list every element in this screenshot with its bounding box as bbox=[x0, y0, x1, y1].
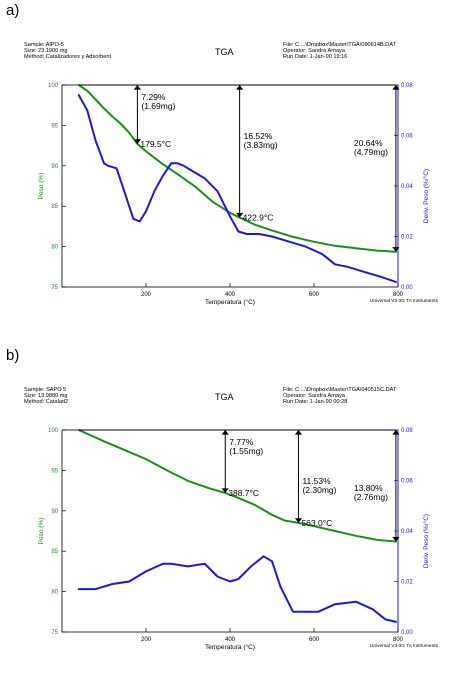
x-tick-label: 800 bbox=[393, 292, 404, 298]
file-info: File: C:...\Dropbox\Master\TGA\090614B.D… bbox=[283, 42, 396, 61]
weight-loss-line bbox=[77, 429, 397, 543]
panel-label: b) bbox=[6, 347, 20, 364]
x-tick-label: 400 bbox=[225, 292, 236, 298]
step-arrow-up bbox=[236, 85, 244, 90]
y-axis-label: Peso (%) bbox=[38, 518, 45, 545]
step-arrow-down bbox=[392, 247, 400, 252]
sample-info: Sample: AlPO-5 Size: 23.1900 mg Method: … bbox=[24, 42, 111, 61]
y2-tick-label: 0.04 bbox=[401, 529, 413, 535]
y-tick-label: 90 bbox=[51, 509, 58, 515]
y-tick-label: 75 bbox=[51, 630, 58, 636]
y2-tick-label: 0.04 bbox=[401, 184, 413, 190]
step-arrow-down bbox=[221, 488, 229, 494]
operator-line: Operator: Sandra Amaya bbox=[283, 48, 345, 55]
file-line: File: C:...\Dropbox\Master\TGA\040515C.D… bbox=[283, 387, 397, 393]
step-mass: (3.83mg) bbox=[244, 140, 278, 150]
tga-panel-b: b) Sample: SAPO 5 Size: 19.9880 mg Metho… bbox=[0, 345, 451, 680]
x-tick-label: 800 bbox=[393, 637, 404, 643]
y-tick-label: 85 bbox=[51, 204, 58, 210]
y-tick-label: 85 bbox=[51, 549, 58, 555]
weight-loss-line bbox=[77, 84, 397, 253]
run-date-line: Run Date: 1-Jan-90 19:16 bbox=[283, 54, 348, 61]
y-tick-label: 100 bbox=[48, 83, 59, 89]
size-line: Size: 19.9880 mg bbox=[24, 393, 68, 400]
y-tick-label: 80 bbox=[51, 590, 58, 596]
panel-label: a) bbox=[6, 2, 20, 19]
sample-line: Sample: AlPO-5 bbox=[24, 42, 64, 48]
derivative-weight-line bbox=[77, 94, 397, 283]
derivative-weight-line bbox=[77, 555, 397, 623]
step-arrow-up bbox=[221, 430, 229, 435]
y2-axis-label: Deriv. Peso (%/°C) bbox=[422, 514, 430, 568]
y2-tick-label: 0.08 bbox=[401, 428, 413, 434]
step-arrow-down bbox=[236, 212, 244, 218]
y-axis-label: Peso (%) bbox=[38, 173, 45, 200]
instrument-footer: Universal V3.0G TA Instruments bbox=[370, 643, 439, 649]
y-tick-label: 90 bbox=[51, 164, 58, 170]
x-axis-label: Temperatura (°C) bbox=[205, 643, 255, 651]
step-percentage: 7.77% bbox=[229, 437, 254, 447]
tga-panel-a: a) Sample: AlPO-5 Size: 23.1900 mg Metho… bbox=[0, 0, 451, 335]
step-arrow-down bbox=[392, 536, 400, 542]
step-percentage: 11.53% bbox=[302, 476, 331, 486]
y2-tick-label: 0.00 bbox=[401, 285, 413, 291]
y2-tick-label: 0.06 bbox=[401, 134, 413, 140]
y2-tick-label: 0.02 bbox=[401, 580, 413, 586]
x-tick-label: 600 bbox=[309, 292, 320, 298]
y2-tick-label: 0.06 bbox=[401, 479, 413, 485]
x-tick-label: 200 bbox=[141, 637, 152, 643]
instrument-footer: Universal V3.0G TA Instruments bbox=[370, 298, 439, 304]
step-percentage: 7.29% bbox=[141, 92, 166, 102]
step-arrow-up bbox=[133, 85, 141, 90]
y2-axis-label: Deriv. Peso (%/°C) bbox=[422, 169, 430, 223]
y-tick-label: 80 bbox=[51, 245, 58, 251]
step-temperature: 563.0°C bbox=[301, 518, 332, 528]
file-info: File: C:...\Dropbox\Master\TGA\040515C.D… bbox=[283, 387, 396, 406]
step-percentage: 13.80% bbox=[354, 483, 383, 493]
y2-tick-label: 0.02 bbox=[401, 235, 413, 241]
step-arrow-down bbox=[133, 139, 141, 144]
y-tick-label: 100 bbox=[48, 428, 59, 434]
step-mass: (2.76mg) bbox=[354, 492, 388, 502]
y-tick-label: 75 bbox=[51, 285, 58, 291]
step-arrow-up bbox=[294, 430, 303, 435]
sample-line: Sample: SAPO 5 bbox=[24, 387, 67, 393]
chart-title: TGA bbox=[215, 47, 234, 57]
step-arrow-up bbox=[392, 85, 400, 90]
operator-line: Operator: Sandra Amaya bbox=[283, 393, 345, 400]
chart-title: TGA bbox=[215, 392, 234, 402]
step-temperature: 422.9°C bbox=[243, 213, 274, 223]
size-line: Size: 23.1900 mg bbox=[24, 48, 68, 55]
x-axis-label: Temperatura (°C) bbox=[205, 298, 255, 306]
step-arrow-down bbox=[294, 518, 303, 523]
method-line: Method: Catalad2 bbox=[24, 399, 69, 406]
x-tick-label: 600 bbox=[309, 637, 320, 643]
step-mass: (4.79mg) bbox=[354, 147, 388, 157]
x-tick-label: 200 bbox=[141, 292, 152, 298]
y2-tick-label: 0.08 bbox=[401, 83, 413, 89]
step-percentage: 16.52% bbox=[244, 131, 273, 141]
step-temperature: 179.5°C bbox=[140, 139, 171, 149]
file-line: File: C:...\Dropbox\Master\TGA\090614B.D… bbox=[283, 42, 397, 48]
step-temperature: 388.7°C bbox=[228, 488, 259, 498]
step-arrow-up bbox=[392, 430, 400, 435]
step-mass: (1.55mg) bbox=[229, 446, 263, 456]
step-mass: (1.69mg) bbox=[141, 101, 175, 111]
y2-tick-label: 0.00 bbox=[401, 630, 413, 636]
step-percentage: 20.64% bbox=[354, 138, 383, 148]
x-tick-label: 400 bbox=[225, 637, 236, 643]
tga-plot: 200 400 600 800 75 80 85 90 95 100 0.00 0.02 0.04 0.0… bbox=[38, 428, 439, 651]
run-date-line: Run Date: 1-Jan-90 00:28 bbox=[283, 399, 348, 406]
step-mass: (2.30mg) bbox=[302, 485, 336, 495]
tga-plot: 200 400 600 800 75 80 85 90 95 100 0.00 0.02 0.04 0.0… bbox=[38, 83, 439, 306]
y-tick-label: 95 bbox=[51, 468, 58, 474]
y-tick-label: 95 bbox=[51, 123, 58, 129]
method-line: Method: Catalizadores y Adsorbent bbox=[24, 54, 112, 61]
sample-info: Sample: SAPO 5 Size: 19.9880 mg Method: … bbox=[24, 387, 68, 406]
